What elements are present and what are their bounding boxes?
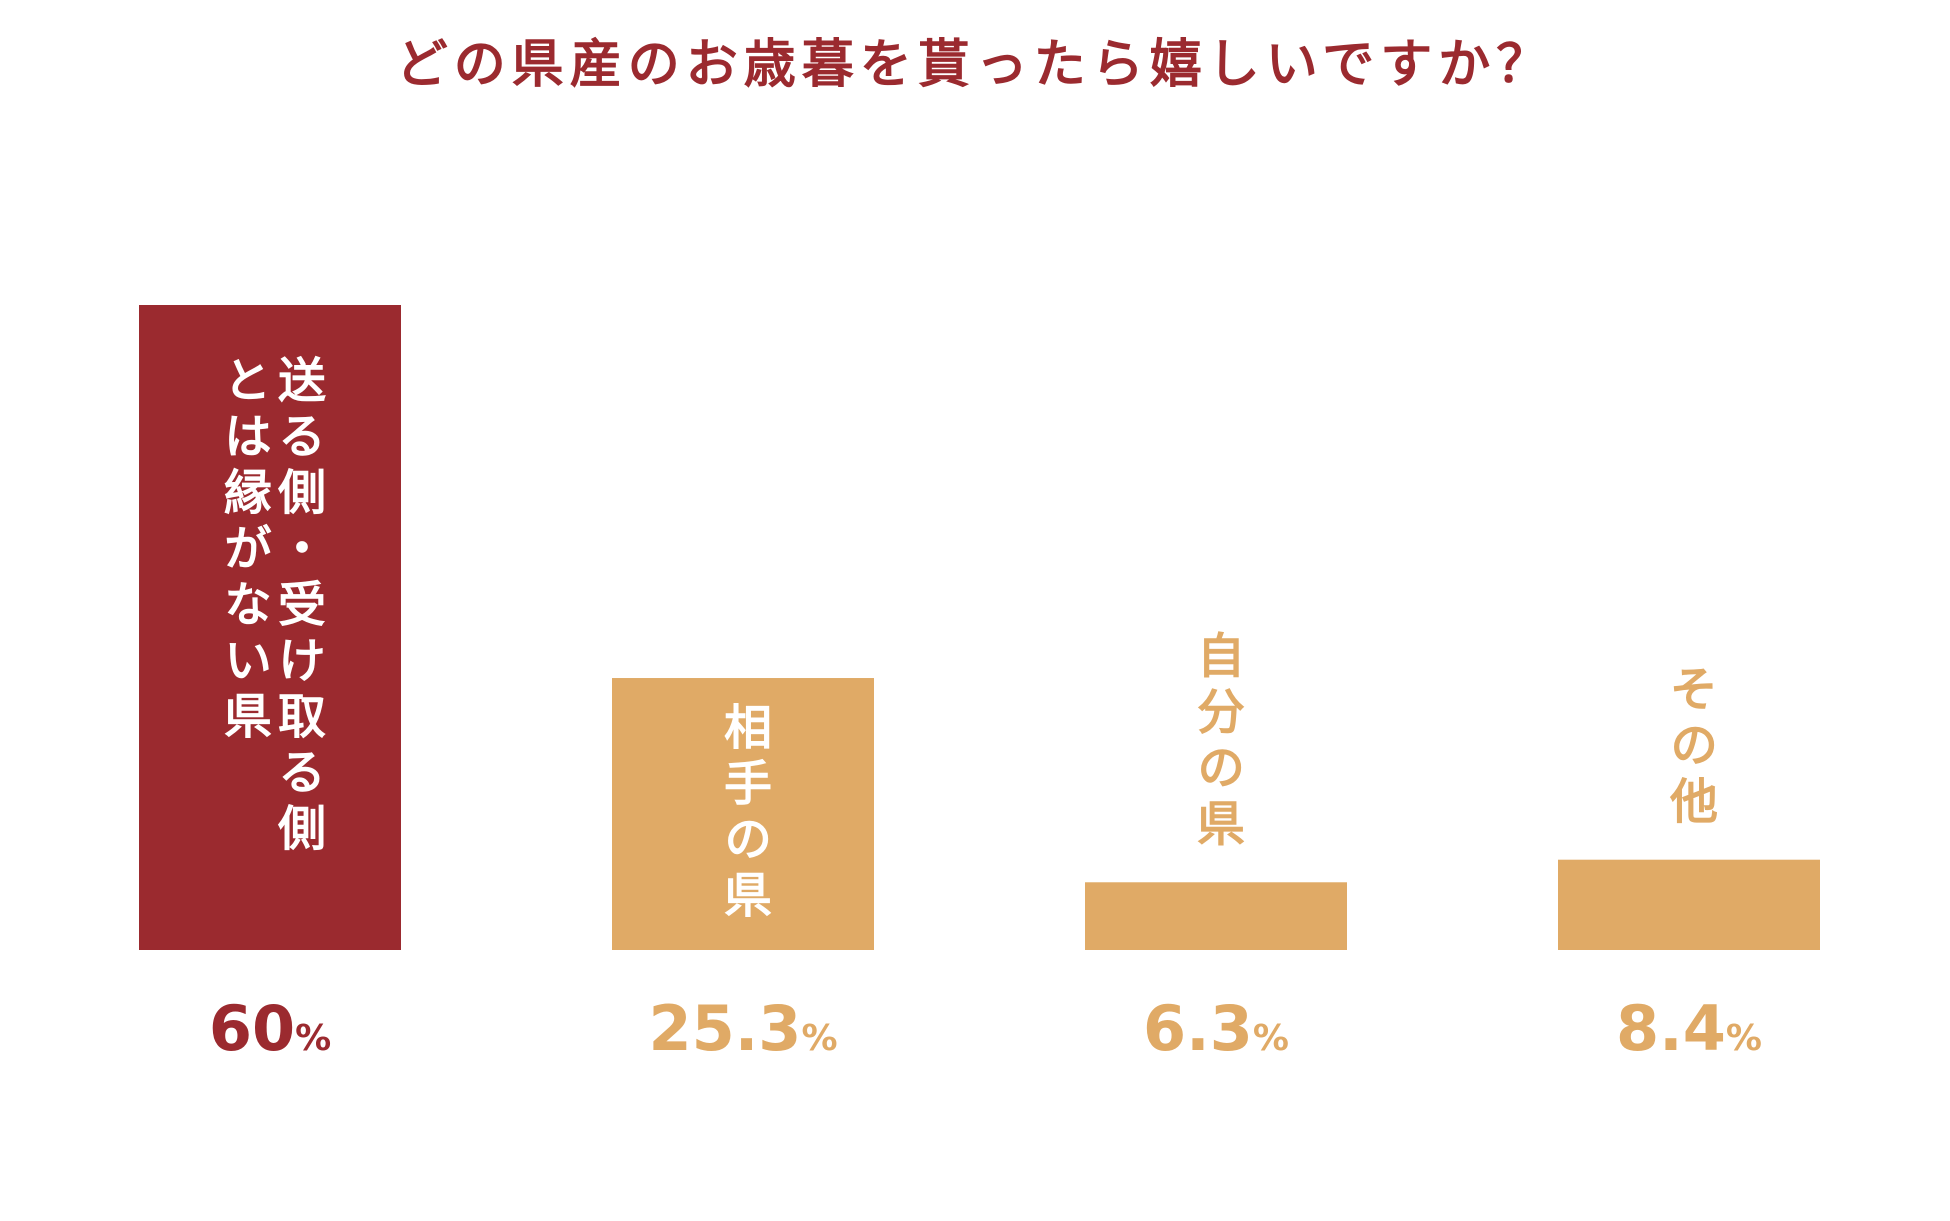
bar-3 [1085,882,1347,950]
bar-1 [139,305,401,950]
bars-layer [139,305,1820,950]
value-labels-layer: 60% 25.3% 6.3% 8.4% [209,992,1762,1065]
category-label-2-line-1: 相手の県 [715,702,772,926]
category-label-4-line-1: その他 [1661,664,1719,832]
category-label-3: 自分の県 [1188,630,1245,854]
category-label-2: 相手の県 [715,702,772,926]
value-label-1: 60% [209,992,331,1065]
category-label-1-line-1: 送る側・受け取る側 [269,355,327,859]
category-label-4: その他 [1661,664,1719,832]
category-label-3-line-1: 自分の県 [1188,630,1245,854]
category-label-1-line-2: とは縁がない県 [215,355,272,747]
chart-title: どの県産のお歳暮を貰ったら嬉しいですか？ [395,35,1555,95]
value-label-4: 8.4% [1616,992,1762,1065]
bar-2 [612,678,874,950]
bar-4 [1558,859,1820,950]
value-label-2: 25.3% [648,992,837,1065]
value-label-3: 6.3% [1143,992,1289,1065]
